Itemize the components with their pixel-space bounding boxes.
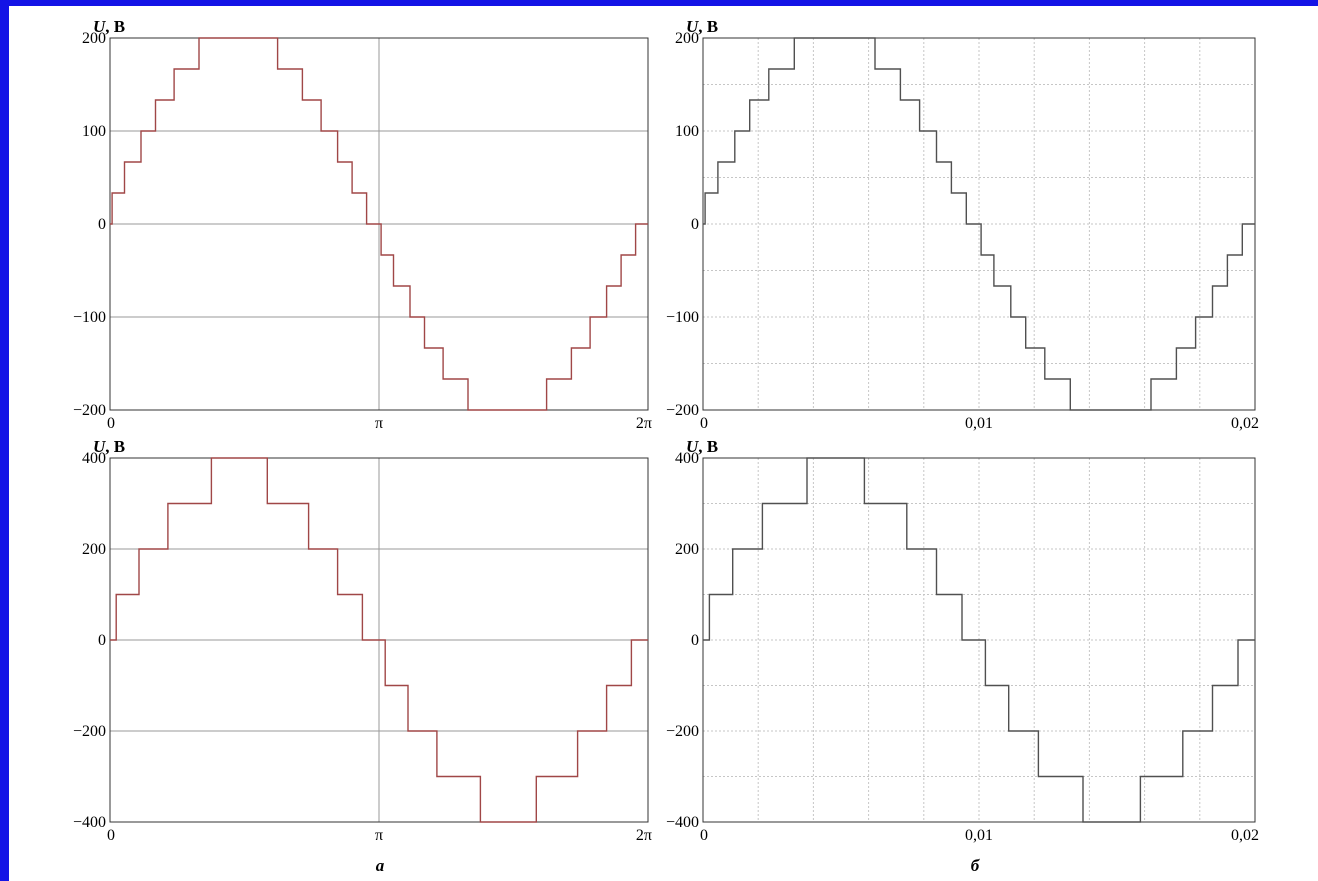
x-tick-label: 0 (700, 827, 708, 844)
frame-border-top (0, 0, 1318, 6)
y-tick-label: −400 (73, 814, 106, 831)
y-axis-label-symbol: U (686, 17, 699, 36)
panel-label-a: а (376, 856, 385, 875)
series-line (110, 37, 648, 411)
x-tick-label: 0,01 (965, 415, 993, 432)
y-axis-label-unit: , В (105, 437, 125, 456)
y-tick-label: 0 (98, 632, 106, 649)
y-axis-label: U, В (686, 17, 718, 36)
x-tick-label: π (375, 415, 383, 432)
x-tick-label: π (375, 827, 383, 844)
y-tick-label: 0 (98, 216, 106, 233)
y-tick-label: 100 (675, 123, 699, 140)
y-tick-label: 100 (82, 123, 106, 140)
y-tick-label: 200 (82, 541, 106, 558)
y-axis-label: U, В (93, 17, 125, 36)
y-tick-label: −200 (666, 402, 699, 419)
x-tick-label: 0 (700, 415, 708, 432)
y-axis-label-unit: , В (105, 17, 125, 36)
y-tick-label: 0 (691, 632, 699, 649)
y-tick-label: −400 (666, 814, 699, 831)
y-tick-label: 400 (675, 450, 699, 467)
series-line (703, 37, 1255, 411)
x-tick-label: 0,02 (1231, 415, 1259, 432)
y-tick-label: −200 (666, 723, 699, 740)
series-line (703, 457, 1255, 823)
y-axis-label: U, В (93, 437, 125, 456)
y-tick-label: 200 (82, 30, 106, 47)
y-axis-label-symbol: U (686, 437, 699, 456)
x-tick-label: 0,02 (1231, 827, 1259, 844)
y-axis-label-symbol: U (93, 437, 106, 456)
x-tick-label: 2π (636, 415, 652, 432)
x-tick-label: 0,01 (965, 827, 993, 844)
y-tick-label: 200 (675, 541, 699, 558)
y-tick-label: −200 (73, 723, 106, 740)
y-tick-label: −100 (666, 309, 699, 326)
y-axis-label-symbol: U (93, 17, 106, 36)
y-tick-label: 0 (691, 216, 699, 233)
y-axis-label: U, В (686, 437, 718, 456)
y-axis-label-unit: , В (698, 437, 718, 456)
y-tick-label: −200 (73, 402, 106, 419)
x-tick-label: 2π (636, 827, 652, 844)
x-tick-label: 0 (107, 415, 115, 432)
frame-border-left (0, 0, 9, 881)
y-tick-label: −100 (73, 309, 106, 326)
x-tick-label: 0 (107, 827, 115, 844)
y-axis-label-unit: , В (698, 17, 718, 36)
y-tick-label: 400 (82, 450, 106, 467)
y-tick-label: 200 (675, 30, 699, 47)
series-line (110, 457, 648, 823)
panel-label-b: б (971, 856, 981, 875)
